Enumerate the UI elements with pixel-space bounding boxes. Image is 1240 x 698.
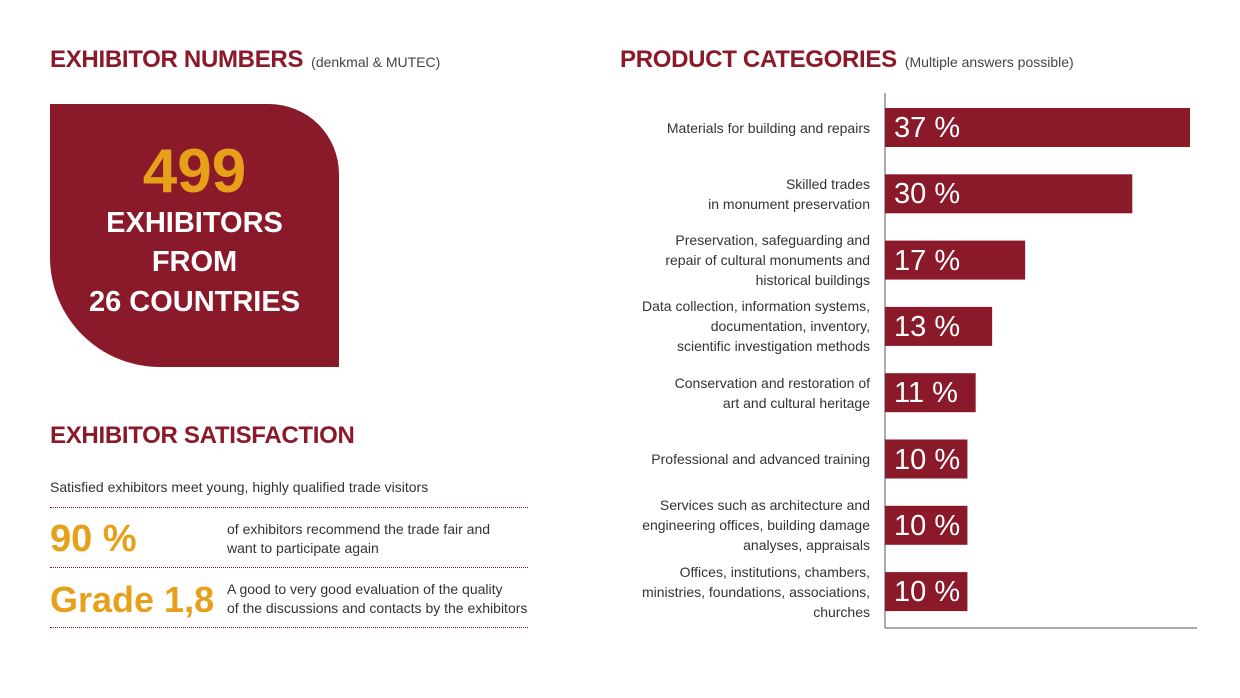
category-label-line: Offices, institutions, chambers, (679, 563, 870, 580)
bar-value-label: 10 % (894, 509, 961, 542)
bar-value-label: 10 % (894, 576, 961, 609)
bar (885, 174, 1133, 214)
category-label-line: engineering offices, building damage (642, 517, 870, 534)
category-label: Conservation and restoration of art and c… (675, 373, 870, 413)
category-label: Professional and advanced training (651, 449, 870, 469)
bar-value-label: 37 % (894, 112, 961, 144)
grade-description-line-2: of the discussions and contacts by the e… (227, 600, 528, 616)
exhibitor-count: 499 (142, 137, 247, 206)
grade-description: A good to very good evaluation of the qu… (227, 580, 527, 618)
bar (885, 108, 1190, 147)
bar-value-label: 17 % (894, 244, 961, 277)
category-label-line: Preservation, safeguarding and (675, 232, 870, 249)
satisfaction-intro: Satisfied exhibitors meet young, highly … (50, 479, 429, 495)
divider (50, 567, 528, 568)
category-label-line: documentation, inventory, (710, 318, 870, 335)
category-label-line: ministries, foundations, associations, (642, 583, 870, 600)
bar (885, 240, 1026, 280)
bar-value-label: 30 % (894, 178, 961, 211)
recommend-percentage: 90 % (50, 518, 137, 560)
exhibitor-numbers-heading: EXHIBITOR NUMBERS (denkmal & MUTEC) (50, 46, 440, 74)
category-label-line: analyses, appraisals (743, 537, 870, 554)
product-categories-subtitle: (Multiple answers possible) (904, 54, 1074, 70)
exhibitor-line-2: FROM (151, 246, 238, 278)
divider (50, 627, 528, 628)
exhibitor-count-tile: 499 EXHIBITORS FROM 26 COUNTRIES (50, 104, 339, 367)
category-label: Materials for building and repairs (667, 118, 870, 138)
category-label-line: art and cultural heritage (722, 394, 870, 411)
category-label: Services such as architecture and enginee… (642, 495, 870, 555)
category-label-line: Professional and advanced training (651, 451, 870, 467)
category-label-line: repair of cultural monuments and (665, 252, 870, 269)
exhibitor-numbers-title: EXHIBITOR NUMBERS (50, 46, 304, 73)
category-label: Preservation, safeguarding and repair of … (665, 230, 870, 290)
category-label-line: Data collection, information systems, (642, 298, 870, 315)
grade-value: Grade 1,8 (50, 579, 215, 620)
category-label-line: Skilled trades (785, 175, 870, 192)
category-label-line: Conservation and restoration of (674, 374, 870, 391)
satisfaction-heading: EXHIBITOR SATISFACTION (50, 422, 355, 449)
bar-value-label: 13 % (894, 310, 961, 343)
category-label-line: historical buildings (755, 272, 870, 289)
grade-description-line-1: A good to very good evaluation of the qu… (227, 581, 503, 597)
exhibitor-line-1: EXHIBITORS (106, 207, 283, 239)
category-label-line: Materials for building and repairs (666, 119, 870, 136)
exhibitor-numbers-subtitle: (denkmal & MUTEC) (311, 54, 441, 70)
category-label-line: in monument preservation (708, 195, 870, 212)
bar (885, 572, 968, 612)
recommend-description-line-2: want to participate again (227, 540, 379, 556)
category-label: Data collection, information systems, doc… (642, 296, 870, 356)
exhibitor-line-3: 26 COUNTRIES (88, 286, 301, 318)
bar (885, 439, 968, 479)
bar (885, 505, 968, 545)
bar (885, 373, 976, 413)
category-label-line: churches (813, 603, 870, 620)
category-label: Offices, institutions, chambers, ministri… (642, 562, 870, 622)
bar-value-label: 11 % (894, 377, 958, 410)
category-label: Skilled trades in monument preservation (708, 174, 870, 214)
category-label-line: scientific investigation methods (677, 338, 870, 355)
bar (885, 306, 993, 346)
recommend-description-line-1: of exhibitors recommend the trade fair a… (227, 521, 491, 537)
bar-value-label: 10 % (894, 443, 961, 476)
product-categories-title: PRODUCT CATEGORIES (620, 46, 897, 73)
category-label-line: Services such as architecture and (659, 497, 870, 514)
product-categories-heading: PRODUCT CATEGORIES (Multiple answers poss… (620, 46, 1074, 74)
recommend-description: of exhibitors recommend the trade fair a… (227, 520, 490, 558)
divider (50, 507, 528, 508)
